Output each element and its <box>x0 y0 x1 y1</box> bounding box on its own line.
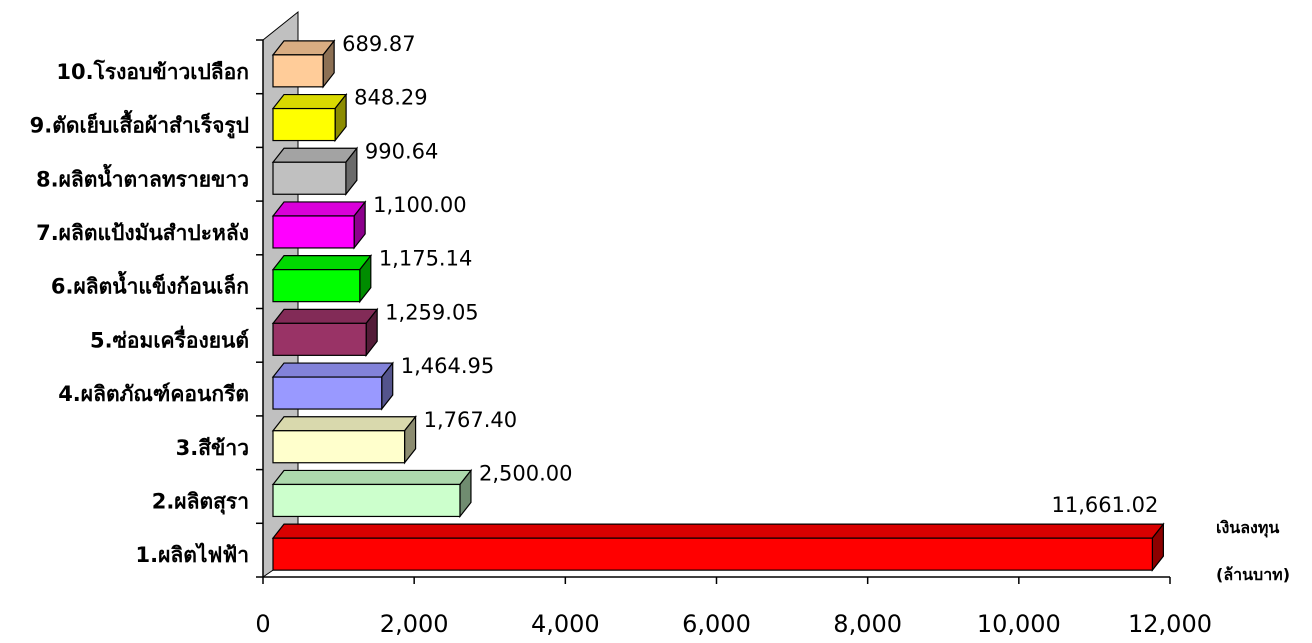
category-label: 7.ผลิตแป้งมันสำปะหลัง <box>36 221 249 245</box>
x-tick-label: 4,000 <box>531 610 600 638</box>
category-label: 1.ผลิตไฟฟ้า <box>136 542 250 567</box>
chart-axes <box>256 39 1171 584</box>
category-label: 6.ผลิตน้ำแข็งก้อนเล็ก <box>51 271 249 299</box>
data-label: 848.29 <box>354 86 427 110</box>
bar <box>271 415 417 465</box>
bar-front-face <box>272 483 461 518</box>
category-label: 2.ผลิตสุรา <box>152 489 249 515</box>
bar <box>271 146 359 196</box>
category-label: 3.สีข้าว <box>176 436 249 460</box>
data-label: 1,175.14 <box>379 247 473 271</box>
bar-top-face <box>271 416 417 432</box>
data-label: 1,259.05 <box>385 300 479 324</box>
category-label: 9.ตัดเย็บเสื้อผ้าสำเร็จรูป <box>30 110 249 140</box>
x-tick-label: 8,000 <box>833 610 902 638</box>
x-tick-label: 2,000 <box>380 610 449 638</box>
bar <box>271 468 473 519</box>
bar <box>271 522 1165 572</box>
category-labels: 1.ผลิตไฟฟ้า 2.ผลิตสุรา 3.สีข้าว 4.ผลิตภัณฑ์… <box>30 59 249 567</box>
bar-front-face <box>272 430 406 464</box>
category-label: 4.ผลิตภัณฑ์คอนกรีต <box>58 382 249 406</box>
category-label: 8.ผลิตน้ำตาลทรายขาว <box>36 163 249 191</box>
chart-bars <box>271 39 1165 572</box>
x-axis-title-line1: เงินลงทุน <box>1216 518 1279 538</box>
bar-top-face <box>271 201 367 217</box>
value-labels: 11,661.02 2,500.00 1,767.40 1,464.95 1,259.0… <box>342 32 1158 517</box>
x-axis-title-line2: (ล้านบาท) <box>1216 565 1290 584</box>
data-label: 1,100.00 <box>373 193 467 217</box>
data-label: 689.87 <box>342 32 415 56</box>
bar-top-face <box>271 308 379 324</box>
data-label: 11,661.02 <box>1051 493 1158 517</box>
bar <box>271 307 379 358</box>
bar <box>271 200 367 250</box>
category-label: 5.ซ่อมเครื่องยนต์ <box>90 324 249 352</box>
x-tick-label: 6,000 <box>682 610 751 638</box>
bar-front-face <box>272 537 1153 571</box>
bar-top-face <box>271 255 373 271</box>
bar <box>271 253 373 304</box>
x-tick-labels: 0 2,000 4,000 6,000 8,000 10,000 12,000 <box>255 610 1212 638</box>
data-label: 1,464.95 <box>401 354 495 378</box>
bar-top-face <box>271 362 394 378</box>
bar-top-face <box>271 147 359 163</box>
bar-top-face <box>271 93 348 110</box>
data-label: 2,500.00 <box>479 461 573 485</box>
bar-front-face <box>272 107 336 142</box>
bar-front-face <box>272 322 367 356</box>
bar-top-face <box>271 523 1165 539</box>
category-label: 10.โรงอบข้าวเปลือก <box>56 59 249 84</box>
data-label: 990.64 <box>365 139 438 163</box>
bar-front-face <box>272 54 324 88</box>
bar-top-face <box>271 469 473 486</box>
bar-front-face <box>272 161 347 195</box>
x-tick-label: 10,000 <box>977 610 1061 638</box>
data-label: 1,767.40 <box>424 408 518 432</box>
bar <box>271 92 348 143</box>
bar <box>271 39 336 89</box>
bar <box>271 361 394 411</box>
x-tick-label: 0 <box>255 610 270 638</box>
bar-front-face <box>272 376 383 410</box>
bar-front-face <box>272 215 355 249</box>
x-tick-label: 12,000 <box>1128 610 1212 638</box>
bar-front-face <box>272 269 361 303</box>
